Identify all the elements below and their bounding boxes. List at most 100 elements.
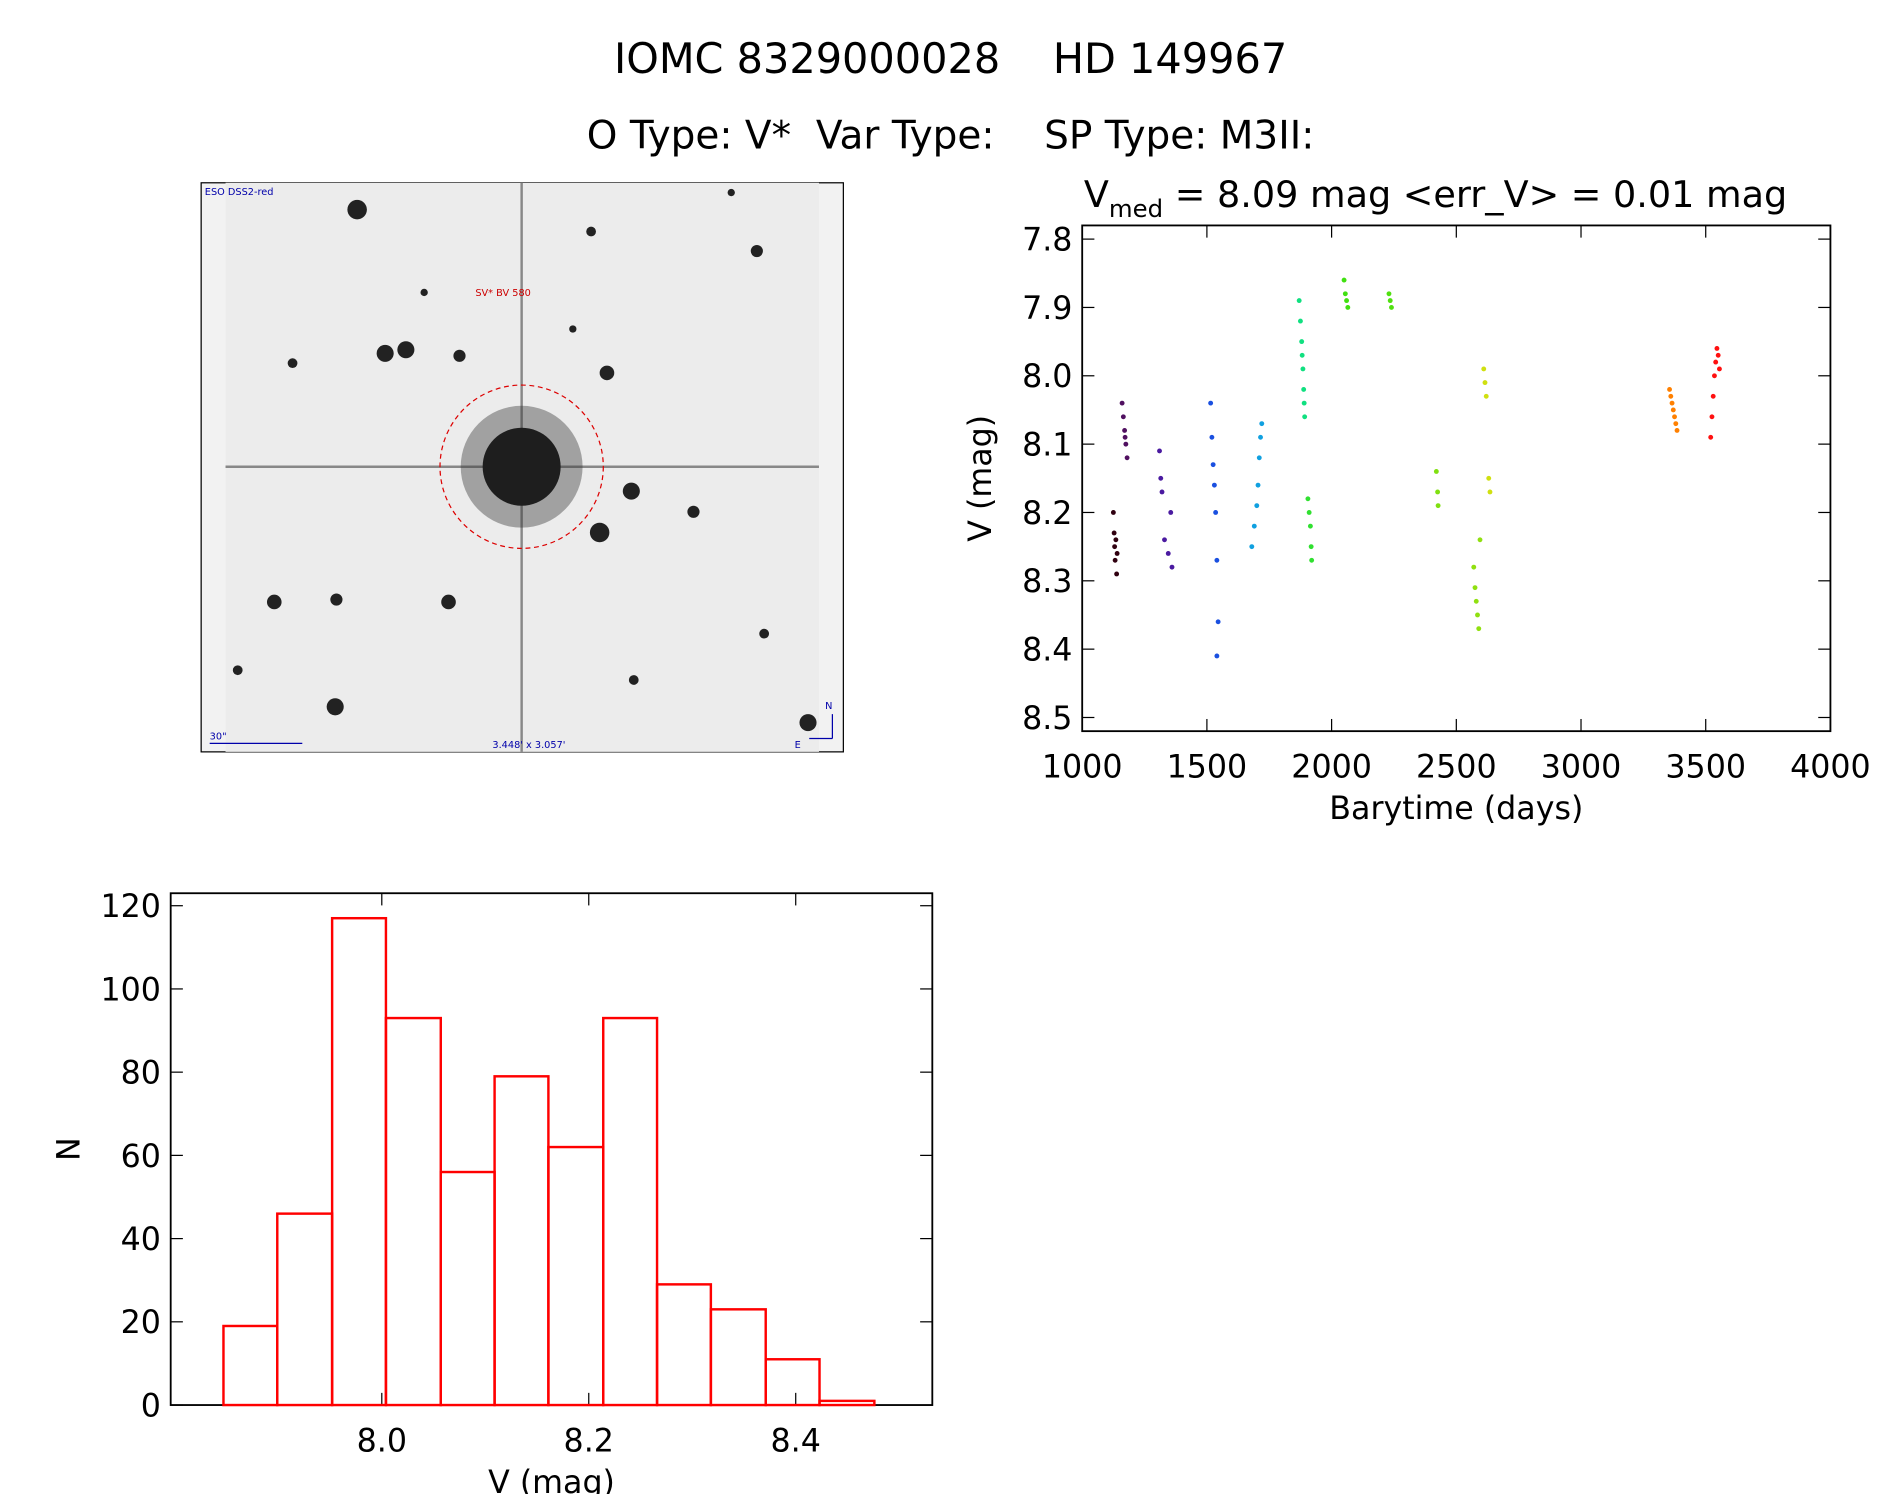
data-point bbox=[1713, 359, 1719, 365]
data-point bbox=[1122, 434, 1128, 440]
y-tick-label: 7.9 bbox=[1022, 291, 1072, 327]
histogram-bar bbox=[222, 1324, 279, 1407]
data-point bbox=[1215, 619, 1221, 625]
data-point bbox=[1476, 626, 1482, 632]
data-point bbox=[1111, 530, 1117, 536]
data-point bbox=[1158, 475, 1164, 481]
x-axis-label: Barytime (days) bbox=[1329, 791, 1583, 827]
title-subscript: med bbox=[1109, 194, 1163, 223]
data-point bbox=[1159, 489, 1165, 495]
data-point bbox=[1475, 612, 1480, 618]
data-point bbox=[1386, 291, 1392, 297]
target-circle bbox=[439, 384, 604, 549]
histogram-bar bbox=[764, 1358, 821, 1407]
x-tick-label: 8.2 bbox=[564, 1423, 614, 1459]
data-point bbox=[1124, 455, 1130, 461]
data-point bbox=[1674, 428, 1680, 433]
plot-frame bbox=[169, 892, 934, 1406]
y-tick-label: 20 bbox=[121, 1305, 161, 1341]
data-point bbox=[1114, 551, 1120, 556]
data-point bbox=[1113, 537, 1119, 543]
data-point bbox=[1487, 489, 1493, 495]
data-point bbox=[1472, 585, 1478, 591]
data-point bbox=[1251, 523, 1257, 529]
compass-east: E bbox=[795, 740, 801, 751]
y-tick-label: 8.4 bbox=[1022, 633, 1072, 669]
data-point bbox=[1344, 298, 1350, 304]
histogram-bar bbox=[276, 1212, 334, 1407]
x-tick-label: 2000 bbox=[1291, 749, 1372, 785]
data-point bbox=[1168, 510, 1174, 515]
y-tick-label: 40 bbox=[121, 1222, 161, 1258]
data-point bbox=[1297, 318, 1303, 324]
data-point bbox=[1673, 421, 1679, 427]
data-point bbox=[1300, 366, 1306, 372]
histogram-chart: 8.0 8.2 8.4 0 20 40 60 80 100 120 V (mag) N bbox=[51, 889, 934, 1494]
scale-label: 30" bbox=[210, 732, 227, 743]
data-point bbox=[1208, 400, 1214, 406]
data-point bbox=[1482, 380, 1488, 386]
title-part: = 8.09 mag <err_V> = 0.01 mag bbox=[1163, 173, 1787, 216]
data-point bbox=[1119, 400, 1125, 406]
x-axis-label: V (mag) bbox=[488, 1465, 615, 1494]
data-point bbox=[1710, 393, 1716, 399]
histogram-bar bbox=[655, 1283, 713, 1407]
x-tick-label: 8.0 bbox=[357, 1423, 407, 1459]
compass-north: N bbox=[825, 701, 832, 712]
data-point bbox=[1714, 346, 1720, 351]
data-point bbox=[1259, 421, 1265, 427]
data-point bbox=[1299, 339, 1305, 345]
data-point bbox=[1214, 653, 1220, 659]
y-tick-label: 8.3 bbox=[1022, 564, 1072, 600]
data-point bbox=[1301, 400, 1307, 406]
histogram-bar bbox=[330, 916, 388, 1407]
histogram-bar bbox=[602, 1016, 659, 1407]
data-point bbox=[1157, 448, 1162, 454]
data-point bbox=[1213, 510, 1219, 515]
data-point bbox=[1112, 557, 1118, 563]
data-point bbox=[1715, 352, 1721, 358]
data-point bbox=[1120, 414, 1126, 420]
data-point bbox=[1256, 455, 1262, 461]
y-tick-label: 8.0 bbox=[1022, 359, 1072, 395]
page-title: IOMC 8329000028 HD 149967 bbox=[614, 35, 1287, 83]
data-point bbox=[1210, 462, 1216, 468]
histogram-bar bbox=[439, 1170, 496, 1407]
data-point bbox=[1249, 544, 1255, 550]
data-point bbox=[1299, 352, 1305, 358]
data-point bbox=[1345, 305, 1351, 310]
x-tick-label: 3000 bbox=[1541, 749, 1622, 785]
data-point bbox=[1305, 496, 1311, 502]
survey-label: ESO DSS2-red bbox=[205, 187, 274, 198]
histogram-bar bbox=[493, 1075, 550, 1407]
data-point bbox=[1306, 510, 1312, 515]
y-tick-label: 100 bbox=[100, 972, 160, 1008]
data-point bbox=[1301, 387, 1307, 392]
data-point bbox=[1670, 407, 1676, 413]
data-point bbox=[1712, 373, 1717, 379]
data-point bbox=[1211, 482, 1217, 488]
y-axis-label: V (mag) bbox=[963, 415, 999, 542]
y-tick-label: 8.2 bbox=[1022, 496, 1072, 532]
data-point bbox=[1481, 366, 1487, 372]
star-halo bbox=[460, 405, 583, 528]
data-point bbox=[1110, 510, 1116, 515]
data-point bbox=[1387, 298, 1393, 304]
x-tick-label: 1000 bbox=[1042, 749, 1123, 785]
x-tick-label: 3500 bbox=[1665, 749, 1746, 785]
data-point bbox=[1308, 544, 1314, 550]
scatter-title: Vmed = 8.09 mag <err_V> = 0.01 mag bbox=[1084, 173, 1787, 223]
data-point bbox=[1435, 503, 1441, 509]
sky-image: ESO DSS2-red SV* BV 580 30" 3.448' x 3.0… bbox=[200, 182, 844, 753]
target-label: SV* BV 580 bbox=[475, 288, 531, 299]
data-point bbox=[1254, 503, 1260, 509]
data-point bbox=[1486, 475, 1492, 481]
title-part: V bbox=[1084, 173, 1109, 216]
data-point bbox=[1473, 598, 1479, 604]
data-point bbox=[1471, 564, 1477, 570]
data-point bbox=[1477, 537, 1483, 543]
data-point bbox=[1309, 557, 1315, 563]
histogram-bar bbox=[384, 1016, 442, 1407]
data-point bbox=[1123, 441, 1129, 447]
